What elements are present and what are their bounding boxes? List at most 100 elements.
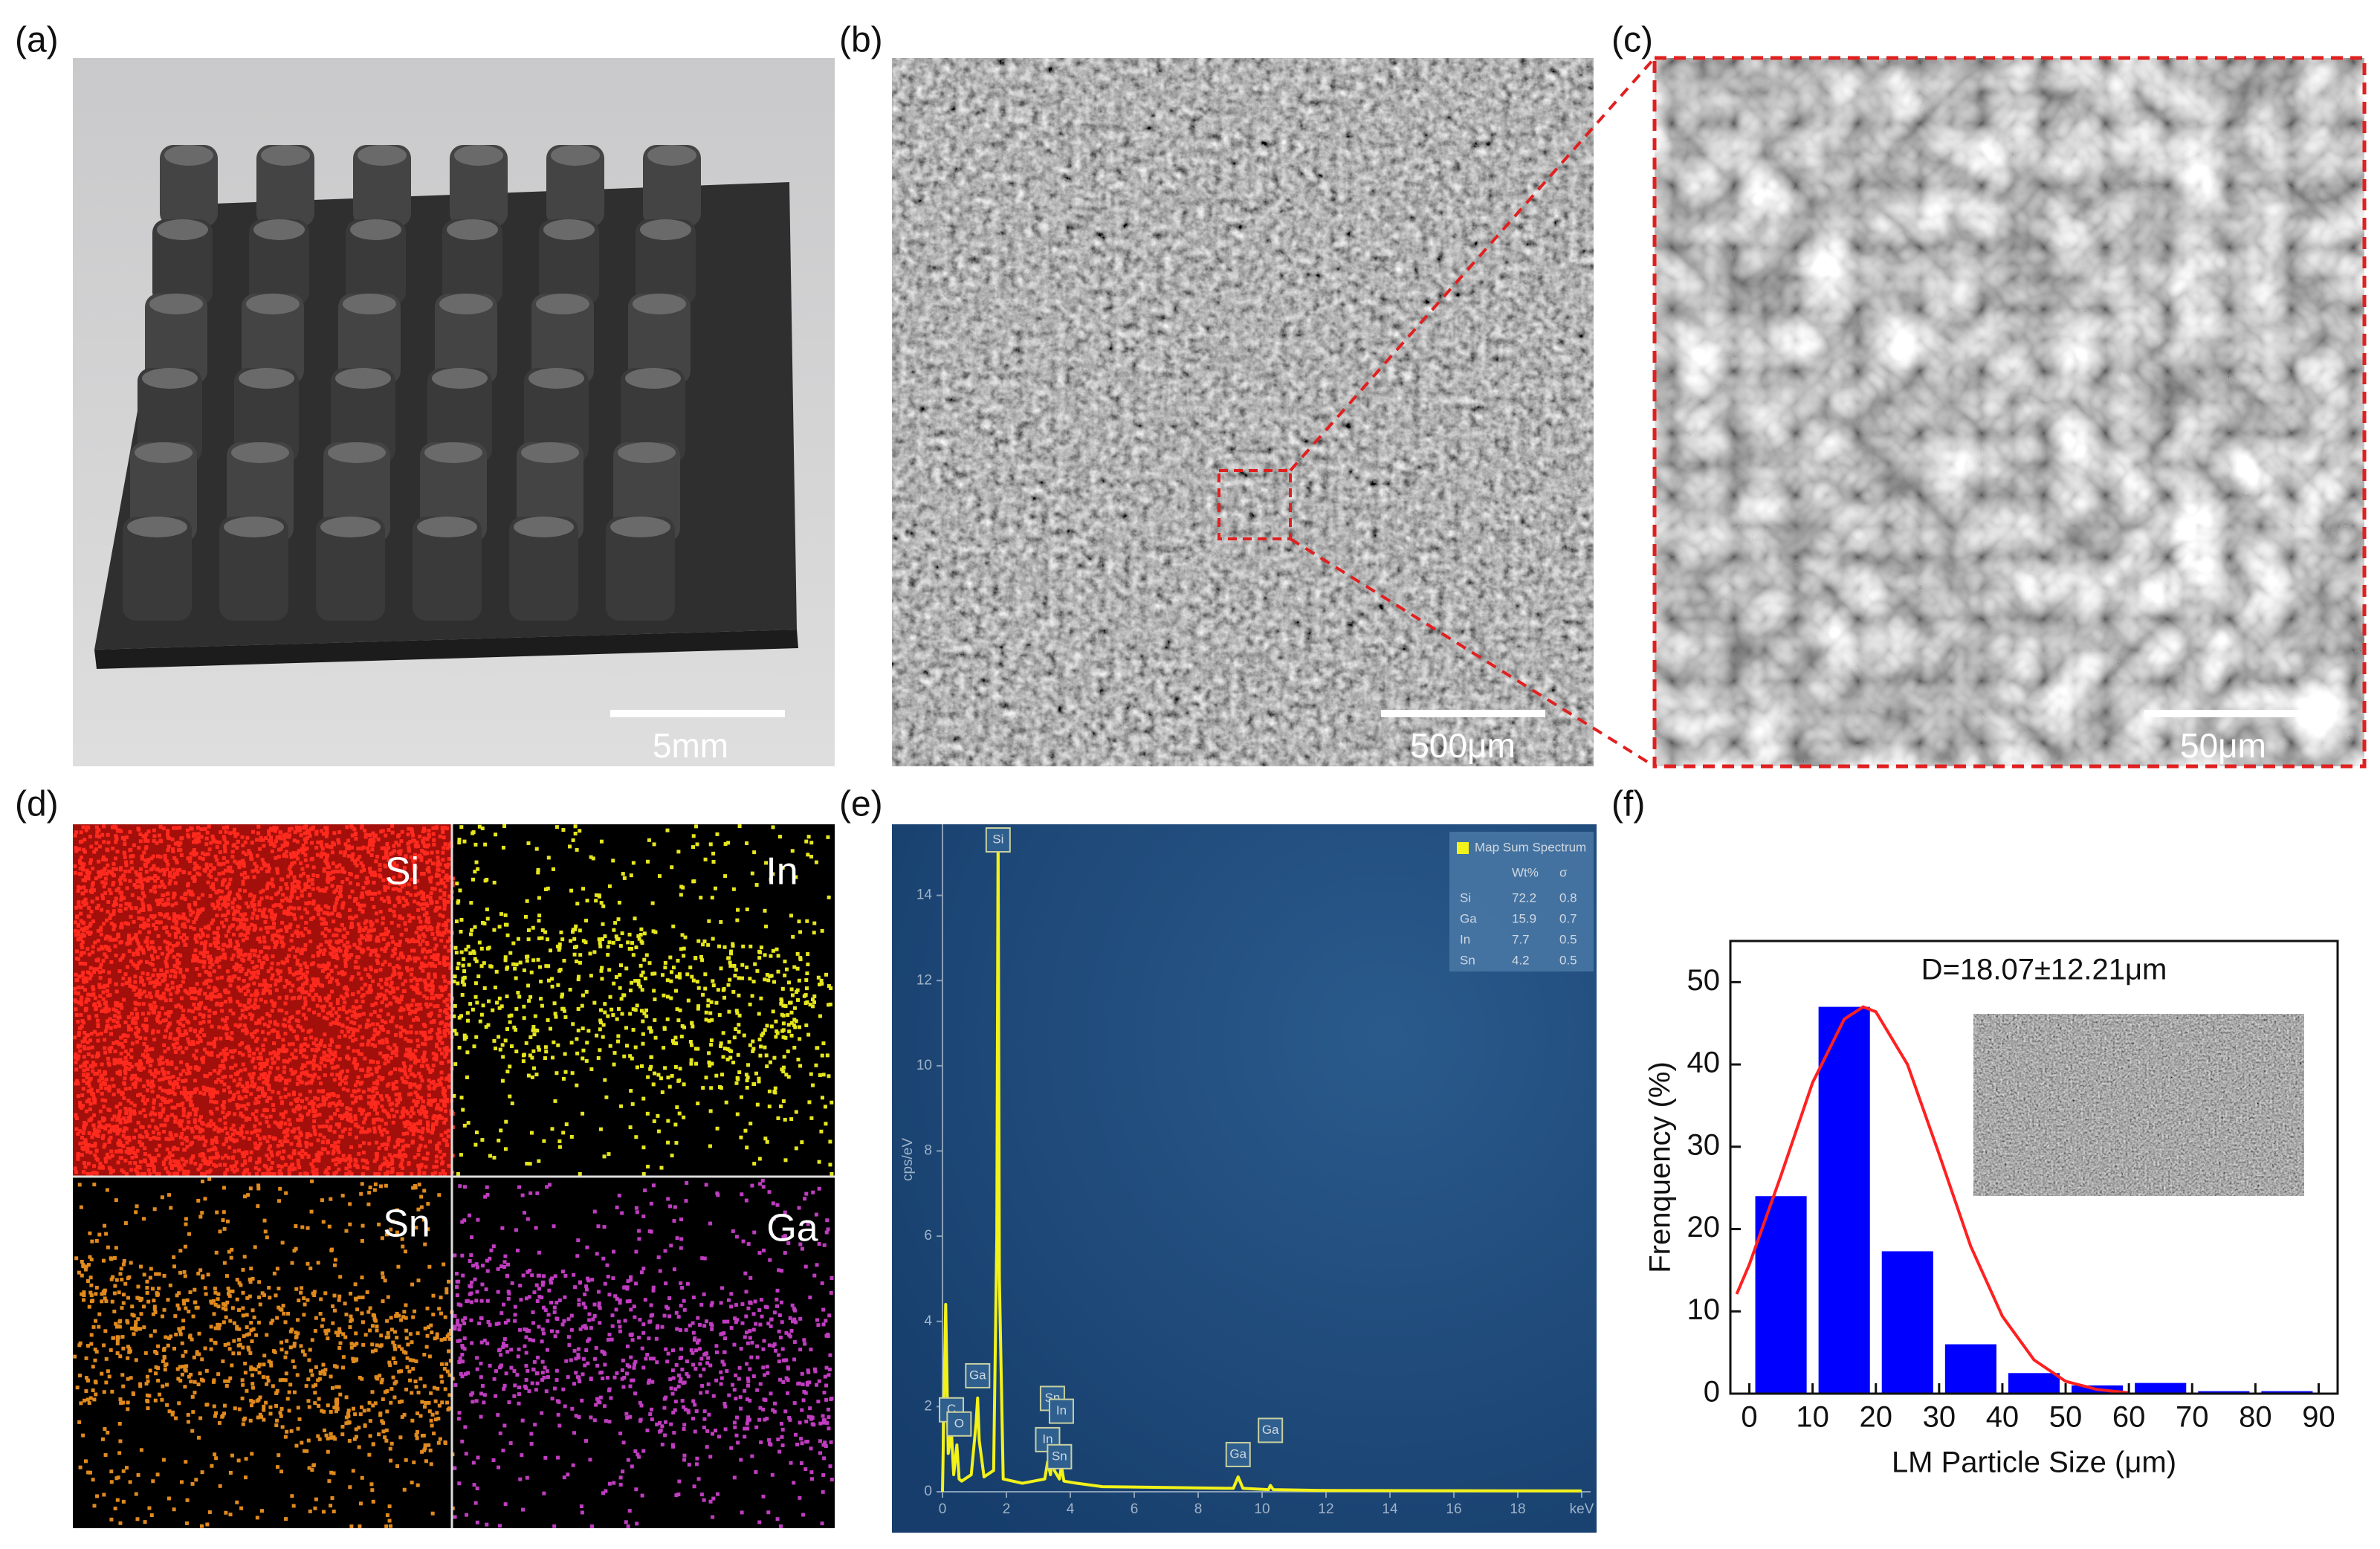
legend-cell: 0.5 — [1559, 953, 1577, 967]
legend-box — [1449, 832, 1594, 971]
zoom-frame — [1652, 56, 2367, 769]
y-tick-label: 12 — [916, 972, 932, 988]
peak-label: Ga — [1262, 1423, 1279, 1437]
x-tick-label: 40 — [1986, 1401, 2020, 1434]
legend-cell: Si — [1460, 890, 1471, 905]
y-tick-label: 10 — [916, 1058, 932, 1073]
peak-label-box — [1258, 1417, 1284, 1443]
x-tick-label: 14 — [1382, 1501, 1398, 1517]
x-tick-label: 90 — [2302, 1401, 2335, 1434]
panel-label: (e) — [839, 785, 883, 824]
x-tick-label: 0 — [1741, 1401, 1757, 1434]
y-tick-label: 30 — [1687, 1128, 1721, 1161]
y-tick-label: 20 — [1687, 1211, 1721, 1244]
legend-swatch — [1457, 842, 1469, 854]
x-tick-label: 70 — [2176, 1401, 2209, 1434]
x-tick-label: 2 — [1003, 1501, 1011, 1517]
x-tick-label: 80 — [2239, 1401, 2272, 1434]
legend-cell: 72.2 — [1512, 890, 1536, 905]
bar — [2198, 1391, 2250, 1394]
panel-label: (f) — [1611, 785, 1645, 824]
bar — [2135, 1383, 2187, 1394]
legend-column: σ — [1559, 865, 1568, 879]
x-tick-label: 10 — [1254, 1501, 1270, 1517]
legend-cell: 15.9 — [1512, 911, 1536, 925]
map-label: In — [766, 850, 798, 893]
y-tick-label: 50 — [1687, 964, 1721, 997]
peak-label-box — [946, 1411, 972, 1437]
bar — [1755, 1196, 1807, 1394]
zoom-line — [1289, 56, 1656, 472]
inset-image — [1973, 1014, 2304, 1196]
scale-bar-label: 50μm — [2180, 726, 2266, 765]
x-tick-label: 6 — [1131, 1501, 1139, 1517]
x-tick-label: 60 — [2112, 1401, 2146, 1434]
histogram-plot: 0 10 20 30 40 50 60 70 80 90 0 10 20 30 40 50 LM Particl… — [1644, 940, 2339, 1479]
map-label: Si — [385, 850, 419, 893]
peak-label-box — [1048, 1398, 1074, 1424]
legend-cell: In — [1460, 932, 1470, 946]
annotation: D=18.07±12.21μm — [1921, 954, 2167, 986]
peak-label: Si — [992, 832, 1003, 846]
bar — [2008, 1373, 2060, 1394]
plot-frame — [1729, 940, 2339, 1395]
peak-label: In — [1056, 1403, 1067, 1417]
map-label: Sn — [383, 1203, 430, 1246]
zoom-line — [1289, 537, 1656, 768]
legend-cell: 7.7 — [1512, 932, 1530, 946]
x-tick-label: 30 — [1923, 1401, 1956, 1434]
legend-cell: 0.7 — [1559, 911, 1577, 925]
legend-title: Map Sum Spectrum — [1475, 840, 1586, 854]
peak-label: Sn — [1052, 1449, 1067, 1463]
y-tick-label: 0 — [1704, 1376, 1720, 1409]
scale-bar-label: 5mm — [653, 726, 728, 765]
panel-label: (a) — [15, 21, 59, 60]
x-tick-label: 16 — [1446, 1501, 1461, 1517]
peak-label: Ga — [969, 1368, 986, 1382]
bar — [1881, 1251, 1933, 1394]
x-tick-label: 0 — [939, 1501, 947, 1517]
legend-cell: Ga — [1460, 911, 1477, 925]
spectrum-line — [941, 830, 1582, 1493]
y-tick-label: 2 — [924, 1398, 932, 1414]
peak-label: Ga — [1229, 1446, 1246, 1461]
peak-label-box — [965, 1362, 991, 1388]
x-tick-label: 18 — [1510, 1501, 1525, 1517]
zoom-box — [1218, 469, 1292, 540]
fit-curve — [1735, 1005, 2130, 1394]
map-label: Ga — [766, 1207, 818, 1250]
x-axis-label: LM Particle Size (μm) — [1892, 1446, 2176, 1479]
y-axis-label: cps/eV — [900, 1138, 916, 1181]
y-tick-label: 8 — [924, 1143, 932, 1159]
scale-bar-label: 500μm — [1410, 726, 1516, 765]
y-tick-label: 4 — [924, 1313, 932, 1329]
peak-label: O — [954, 1416, 964, 1430]
y-axis-label: Frenquency (%) — [1644, 1061, 1677, 1273]
legend-cell: Sn — [1460, 953, 1475, 967]
x-tick-label: 50 — [2049, 1401, 2083, 1434]
peak-label-box — [985, 827, 1011, 853]
sem-image — [1655, 58, 2364, 766]
y-tick-label: 14 — [916, 887, 933, 903]
y-tick-label: 40 — [1687, 1047, 1721, 1079]
x-tick-label: 8 — [1194, 1501, 1203, 1517]
legend-column: Wt% — [1512, 865, 1539, 879]
y-tick-label: 10 — [1687, 1293, 1721, 1326]
legend-cell: 0.5 — [1559, 932, 1577, 946]
x-tick-label: 10 — [1796, 1401, 1829, 1434]
panel-label: (b) — [839, 21, 883, 60]
y-tick-label: 6 — [924, 1228, 932, 1244]
x-tick-label: 12 — [1318, 1501, 1333, 1517]
x-tick-label: keV — [1570, 1501, 1594, 1517]
photo — [73, 58, 835, 766]
bar — [1818, 1006, 1870, 1394]
peak-label: In — [1042, 1432, 1052, 1446]
legend-cell: 0.8 — [1559, 890, 1577, 905]
x-tick-label: 4 — [1067, 1501, 1075, 1517]
y-tick-label: 0 — [924, 1484, 932, 1499]
peak-label-box — [1225, 1441, 1251, 1467]
bar — [2261, 1391, 2313, 1394]
panel-label: (d) — [15, 785, 59, 824]
bar — [1944, 1344, 1996, 1394]
